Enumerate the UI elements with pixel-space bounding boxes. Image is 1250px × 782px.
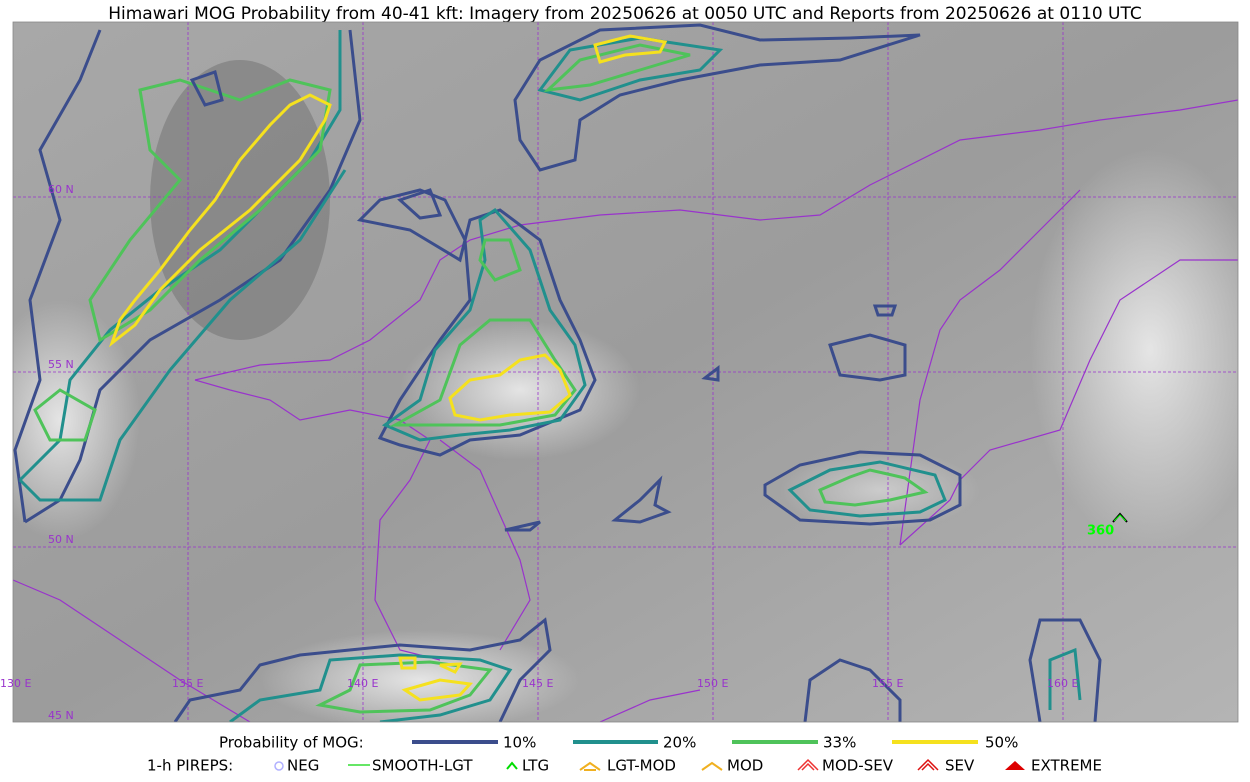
legend-label: 50% <box>985 734 1018 752</box>
lon-label: 130 E <box>0 677 31 690</box>
lon-label: 140 E <box>347 677 378 690</box>
legend-icon <box>917 758 939 771</box>
lon-label: 160 E <box>1047 677 1078 690</box>
lon-label: 145 E <box>522 677 553 690</box>
legend: Probability of MOG: 10% 20% 33% 50% 1-h … <box>147 734 1102 775</box>
legend-icon <box>1005 761 1025 770</box>
legend-label: MOD <box>727 757 763 775</box>
lat-label: 45 N <box>48 709 74 722</box>
pirep-label: 360 <box>1087 524 1114 539</box>
coastlines <box>13 99 1238 722</box>
legend-label: EXTREME <box>1031 757 1102 775</box>
legend-label: LTG <box>522 757 549 775</box>
legend-icon <box>506 761 518 770</box>
legend-icon <box>797 758 819 771</box>
legend-label: NEG <box>287 757 319 775</box>
legend-label: 10% <box>503 734 536 752</box>
contours <box>13 23 1102 722</box>
lat-label: 55 N <box>48 358 74 371</box>
title: Himawari MOG Probability from 40-41 kft:… <box>108 4 1142 24</box>
lon-label: 150 E <box>697 677 728 690</box>
legend-title: Probability of MOG: <box>219 734 364 752</box>
lat-label: 60 N <box>48 183 74 196</box>
legend-icon <box>274 761 284 771</box>
map <box>13 22 1238 722</box>
legend-label: LGT-MOD <box>607 757 676 775</box>
legend-label: 20% <box>663 734 696 752</box>
legend-title: 1-h PIREPS: <box>147 757 233 775</box>
legend-icon <box>701 761 723 771</box>
legend-label: MOD-SEV <box>822 757 894 775</box>
lat-label: 50 N <box>48 533 74 546</box>
legend-label: SMOOTH-LGT <box>372 757 473 775</box>
pirep-icon <box>1113 514 1127 522</box>
lon-label: 155 E <box>872 677 903 690</box>
legend-label: SEV <box>945 757 975 775</box>
map-frame <box>12 21 1239 723</box>
legend-label: 33% <box>823 734 856 752</box>
legend-icon <box>579 761 601 771</box>
lon-label: 135 E <box>172 677 203 690</box>
